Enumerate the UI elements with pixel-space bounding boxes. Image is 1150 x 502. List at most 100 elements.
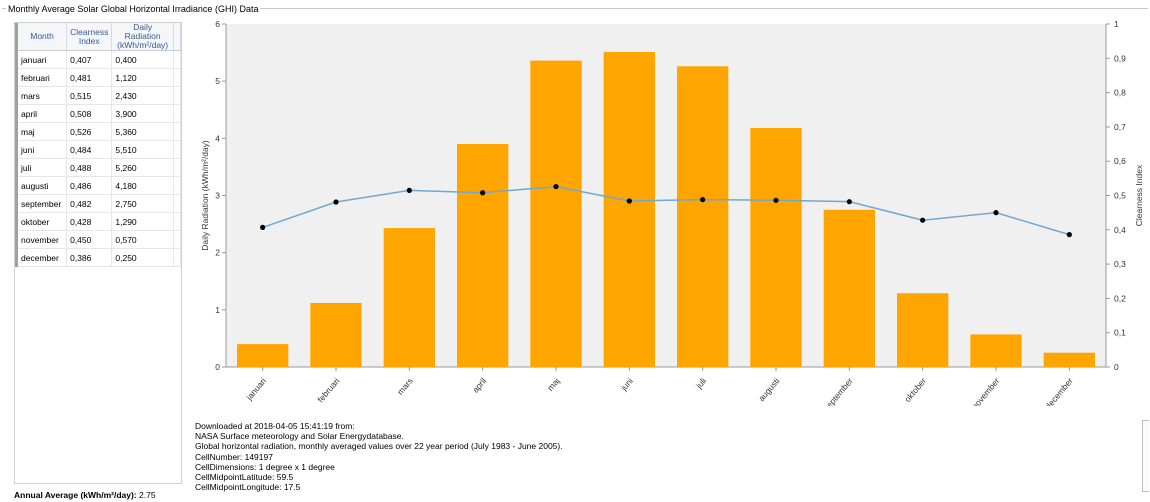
- table-row[interactable]: september 0,482 2,750: [14, 194, 182, 213]
- clearness-index-point: [1066, 232, 1072, 238]
- cell-clearness-index[interactable]: 0,488: [66, 158, 113, 177]
- y-axis-label-left: Daily Radiation (kWh/m²/day): [200, 140, 210, 251]
- x-tick-label: februari: [315, 376, 341, 405]
- cell-clearness-index[interactable]: 0,482: [66, 194, 113, 213]
- x-tick-label: mars: [395, 376, 415, 397]
- x-tick-label: november: [970, 376, 1002, 406]
- column-header-daily-radiation[interactable]: Daily Radiation (kWh/m²/day): [111, 23, 174, 51]
- bar: [603, 52, 655, 368]
- table-row[interactable]: januari 0,407 0,400: [14, 50, 182, 69]
- y-tick-label-right: 0,7: [1114, 122, 1126, 132]
- clearness-index-point: [333, 199, 339, 205]
- clearness-index-point: [480, 190, 486, 196]
- cell-month[interactable]: augusti: [14, 176, 68, 195]
- cell-month[interactable]: oktober: [14, 212, 68, 231]
- table-row[interactable]: juni 0,484 5,510: [14, 140, 182, 159]
- cell-month[interactable]: september: [14, 194, 68, 213]
- annual-average: Annual Average (kWh/m²/day): 2.75: [14, 490, 156, 500]
- y-tick-label-right: 0,9: [1114, 53, 1126, 63]
- groupbox-title: Monthly Average Solar Global Horizontal …: [6, 4, 261, 14]
- cell-month[interactable]: februari: [14, 68, 68, 87]
- column-header-line: Index: [78, 35, 100, 46]
- y-tick-label-right: 0,2: [1114, 293, 1126, 303]
- y-tick-label-left: 2: [215, 248, 220, 258]
- table-row[interactable]: juli 0,488 5,260: [14, 158, 182, 177]
- y-tick-label-right: 0,8: [1114, 88, 1126, 98]
- cell-daily-radiation[interactable]: 1,120: [111, 68, 174, 87]
- info-line: CellDimensions: 1 degree x 1 degree: [195, 461, 335, 472]
- cell-filler: [173, 248, 182, 267]
- cell-month[interactable]: maj: [14, 122, 68, 141]
- cell-daily-radiation[interactable]: 5,510: [111, 140, 174, 159]
- info-line: NASA Surface meteorology and Solar Energ…: [195, 431, 404, 442]
- cell-clearness-index[interactable]: 0,386: [66, 248, 113, 267]
- y-tick-label-left: 6: [215, 19, 220, 29]
- clearness-index-point: [626, 198, 632, 204]
- cell-filler: [173, 194, 182, 213]
- cell-month[interactable]: mars: [14, 86, 68, 105]
- cell-daily-radiation[interactable]: 4,180: [111, 176, 174, 195]
- table-row[interactable]: december 0,386 0,250: [14, 248, 182, 267]
- table-row[interactable]: maj 0,526 5,360: [14, 122, 182, 141]
- info-line: Downloaded at 2018-04-05 15:41:19 from:: [195, 421, 355, 431]
- cell-daily-radiation[interactable]: 5,260: [111, 158, 174, 177]
- y-tick-label-right: 0,6: [1114, 156, 1126, 166]
- cell-filler: [173, 158, 182, 177]
- clearness-index-point: [846, 199, 852, 205]
- table-row[interactable]: april 0,508 3,900: [14, 104, 182, 123]
- cell-clearness-index[interactable]: 0,526: [66, 122, 113, 141]
- cell-filler: [173, 212, 182, 231]
- y-tick-label-right: 1: [1114, 19, 1119, 29]
- monthly-data-table[interactable]: Month Clearness Index Daily Radiation (kWh…: [14, 22, 182, 484]
- cell-month[interactable]: april: [14, 104, 68, 123]
- cell-month[interactable]: december: [14, 248, 68, 267]
- column-header-month[interactable]: Month: [14, 23, 68, 51]
- column-header-line: Month: [30, 31, 54, 41]
- x-tick-label: oktober: [902, 376, 928, 404]
- y-tick-label-left: 4: [215, 133, 220, 143]
- table-row[interactable]: november 0,450 0,570: [14, 230, 182, 249]
- column-header-clearness-index[interactable]: Clearness Index: [66, 23, 113, 51]
- bar: [310, 302, 362, 367]
- cell-clearness-index[interactable]: 0,450: [66, 230, 113, 249]
- annual-average-value: 2.75: [139, 490, 156, 500]
- cell-clearness-index[interactable]: 0,407: [66, 50, 113, 69]
- bar: [677, 66, 729, 367]
- cell-clearness-index[interactable]: 0,486: [66, 176, 113, 195]
- bar: [897, 293, 949, 367]
- cell-month[interactable]: juli: [14, 158, 68, 177]
- cell-month[interactable]: november: [14, 230, 68, 249]
- bar: [530, 60, 582, 367]
- cell-clearness-index[interactable]: 0,508: [66, 104, 113, 123]
- bar: [237, 344, 289, 367]
- cell-daily-radiation[interactable]: 0,400: [111, 50, 174, 69]
- table-row[interactable]: mars 0,515 2,430: [14, 86, 182, 105]
- cell-month[interactable]: januari: [14, 50, 68, 69]
- clearness-index-point: [260, 224, 266, 230]
- cell-daily-radiation[interactable]: 0,250: [111, 248, 174, 267]
- y-tick-label-left: 0: [215, 362, 220, 372]
- cell-daily-radiation[interactable]: 5,360: [111, 122, 174, 141]
- table-row[interactable]: februari 0,481 1,120: [14, 68, 182, 87]
- groupbox-border: [2, 8, 1148, 9]
- side-scroll-handle[interactable]: [1142, 420, 1149, 492]
- cell-daily-radiation[interactable]: 0,570: [111, 230, 174, 249]
- clearness-index-point: [700, 197, 706, 203]
- column-header-line: Clearness: [70, 26, 109, 37]
- table-row[interactable]: oktober 0,428 1,290: [14, 212, 182, 231]
- cell-daily-radiation[interactable]: 1,290: [111, 212, 174, 231]
- table-row[interactable]: augusti 0,486 4,180: [14, 176, 182, 195]
- cell-daily-radiation[interactable]: 2,750: [111, 194, 174, 213]
- cell-clearness-index[interactable]: 0,428: [66, 212, 113, 231]
- cell-daily-radiation[interactable]: 2,430: [111, 86, 174, 105]
- bar: [383, 228, 435, 367]
- clearness-index-point: [920, 217, 926, 223]
- cell-daily-radiation[interactable]: 3,900: [111, 104, 174, 123]
- cell-clearness-index[interactable]: 0,481: [66, 68, 113, 87]
- bar: [750, 128, 802, 367]
- cell-clearness-index[interactable]: 0,484: [66, 140, 113, 159]
- cell-month[interactable]: juni: [14, 140, 68, 159]
- cell-filler: [173, 140, 182, 159]
- chart-svg: 0 1 2 3 4 5 6 Daily Radiation (kWh/m²/day) 0 0,1 0…: [200, 19, 1144, 406]
- cell-clearness-index[interactable]: 0,515: [66, 86, 113, 105]
